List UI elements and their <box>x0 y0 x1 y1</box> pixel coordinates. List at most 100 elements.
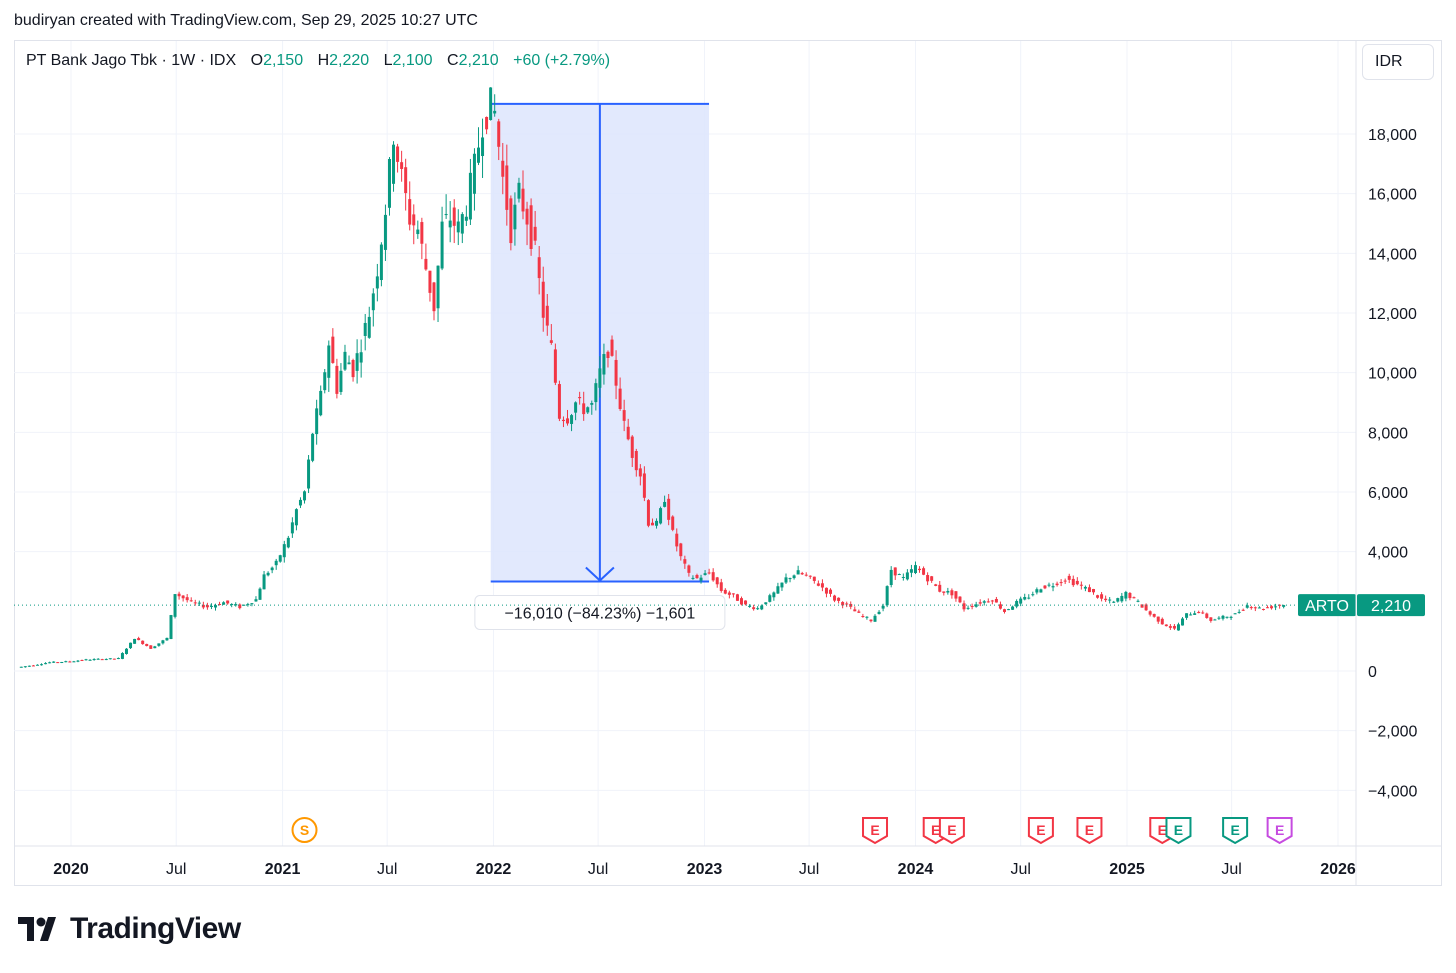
event-marker[interactable]: S <box>291 817 318 843</box>
event-marker[interactable]: E <box>1222 817 1249 845</box>
x-tick-label: Jul <box>166 861 186 878</box>
candle <box>1108 597 1112 604</box>
candle <box>1104 595 1108 602</box>
candle <box>464 205 468 226</box>
earnings-icon <box>1266 817 1293 845</box>
candle <box>222 601 226 605</box>
candle <box>347 355 351 365</box>
candle <box>64 660 68 663</box>
candle <box>355 339 359 384</box>
candle-body <box>404 167 408 194</box>
candle-body <box>744 600 748 605</box>
candle <box>242 604 246 606</box>
candle <box>327 340 331 392</box>
candle-body <box>298 499 302 506</box>
candle <box>383 204 387 261</box>
candle-body <box>1039 589 1043 593</box>
brand-name: TradingView <box>70 912 241 945</box>
candle-body <box>557 384 561 419</box>
candle-body <box>359 352 363 363</box>
candle-body <box>173 594 177 617</box>
candle-body <box>1027 597 1031 599</box>
event-marker[interactable]: E <box>862 817 889 845</box>
candle <box>561 416 565 428</box>
candle <box>230 603 234 608</box>
event-marker[interactable]: E <box>1165 817 1192 845</box>
candle-body <box>472 153 476 194</box>
candle-body <box>990 600 994 602</box>
candle <box>153 645 157 649</box>
event-marker[interactable]: E <box>938 817 965 845</box>
candle <box>1261 608 1265 611</box>
candle <box>112 658 116 660</box>
candle-body <box>598 368 602 388</box>
candle <box>646 499 650 528</box>
candle-body <box>622 410 626 421</box>
candle-body <box>367 316 371 338</box>
candle <box>1181 617 1185 626</box>
candle <box>557 380 561 422</box>
candle-body <box>96 658 100 660</box>
candle <box>1136 599 1140 603</box>
candle-body <box>1067 575 1071 580</box>
event-marker[interactable]: E <box>1027 817 1054 845</box>
candle <box>877 610 881 615</box>
candle-body <box>857 611 861 613</box>
candle-body <box>626 426 630 440</box>
candle-body <box>412 214 416 226</box>
candle <box>974 601 978 608</box>
candle-body <box>566 418 570 424</box>
candle-body <box>307 459 311 489</box>
candle <box>303 490 307 504</box>
candle <box>448 201 452 243</box>
candle <box>1051 582 1055 592</box>
candle-body <box>889 569 893 586</box>
event-marker[interactable]: E <box>1266 817 1293 845</box>
candle-body <box>970 605 974 607</box>
y-tick-label: 6,000 <box>1368 485 1408 502</box>
candle-body <box>650 522 654 526</box>
candle-body <box>468 172 472 220</box>
candle <box>1059 579 1063 587</box>
candle <box>319 385 323 417</box>
candle-body <box>926 575 930 582</box>
candle <box>942 591 946 596</box>
event-marker[interactable]: E <box>1076 817 1103 845</box>
candle <box>493 94 497 117</box>
currency-button[interactable]: IDR <box>1362 44 1434 80</box>
symbol-title: PT Bank Jago Tbk · 1W · IDX <box>26 52 237 69</box>
high-key: H <box>317 52 330 69</box>
candle-body <box>460 214 464 234</box>
candle <box>436 265 440 323</box>
candle <box>869 619 873 623</box>
candle <box>157 643 161 647</box>
candle <box>1116 597 1120 603</box>
candle <box>262 570 266 590</box>
candle <box>218 601 222 606</box>
candle-body <box>1233 613 1237 615</box>
x-tick-label: 2026 <box>1320 861 1356 878</box>
candle <box>1011 605 1015 610</box>
candle <box>76 660 80 663</box>
candle-body <box>707 572 711 574</box>
candle <box>1055 581 1059 587</box>
candle-body <box>1023 597 1027 600</box>
candle-body <box>428 270 432 293</box>
candle <box>837 597 841 604</box>
candle-body <box>424 258 428 270</box>
candle <box>424 243 428 271</box>
candle-body <box>1185 613 1189 618</box>
candle-body <box>464 216 468 221</box>
candle-body <box>315 408 319 435</box>
candle-body <box>893 567 897 576</box>
candle <box>485 116 489 135</box>
candle-body <box>978 602 982 604</box>
candle-body <box>1253 607 1257 609</box>
candle <box>209 603 213 610</box>
candle <box>367 306 371 339</box>
candle <box>954 591 958 602</box>
candle <box>1209 617 1213 623</box>
candle-body <box>861 615 865 617</box>
candle-body <box>1071 578 1075 586</box>
